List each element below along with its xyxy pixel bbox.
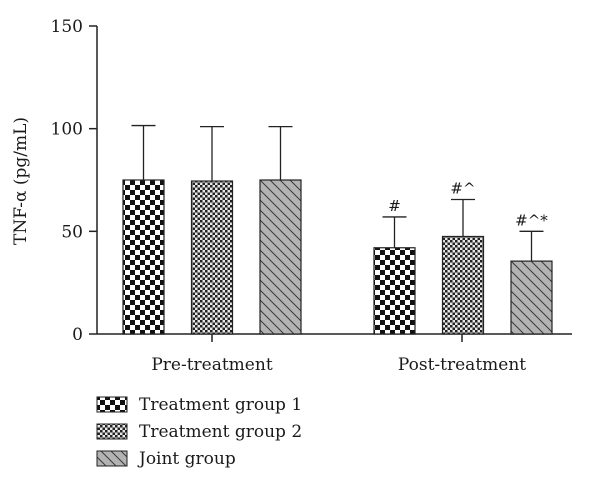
y-tick-label: 150 [51, 17, 83, 37]
bars-layer: # #^ #^* [122, 124, 553, 335]
bar [373, 247, 416, 335]
legend: Treatment group 1 Treatment group 2 Joint … [96, 395, 302, 469]
legend-label: Treatment group 1 [139, 395, 302, 415]
y-tick-label: 50 [61, 222, 83, 242]
bar [122, 179, 165, 335]
axes: 0 50 100 150 [51, 17, 572, 345]
bar [441, 235, 485, 335]
legend-swatch [96, 450, 128, 467]
category-label: Pre-treatment [151, 355, 272, 375]
y-tick-label: 0 [72, 325, 83, 345]
legend-swatch [96, 396, 128, 413]
category-label: Post-treatment [398, 355, 526, 375]
significance-annotation: # [388, 197, 401, 215]
legend-swatch [96, 423, 128, 440]
bar [259, 179, 302, 335]
bar [190, 180, 234, 335]
legend-label: Joint group [137, 449, 236, 469]
y-tick-label: 100 [51, 120, 83, 140]
significance-annotation: #^ [450, 180, 475, 198]
bar [510, 260, 553, 335]
category-labels: Pre-treatment Post-treatment [151, 334, 526, 375]
y-axis-label: TNF-α (pg/mL) [11, 117, 31, 245]
legend-label: Treatment group 2 [139, 422, 302, 442]
significance-annotation: #^* [515, 211, 548, 229]
